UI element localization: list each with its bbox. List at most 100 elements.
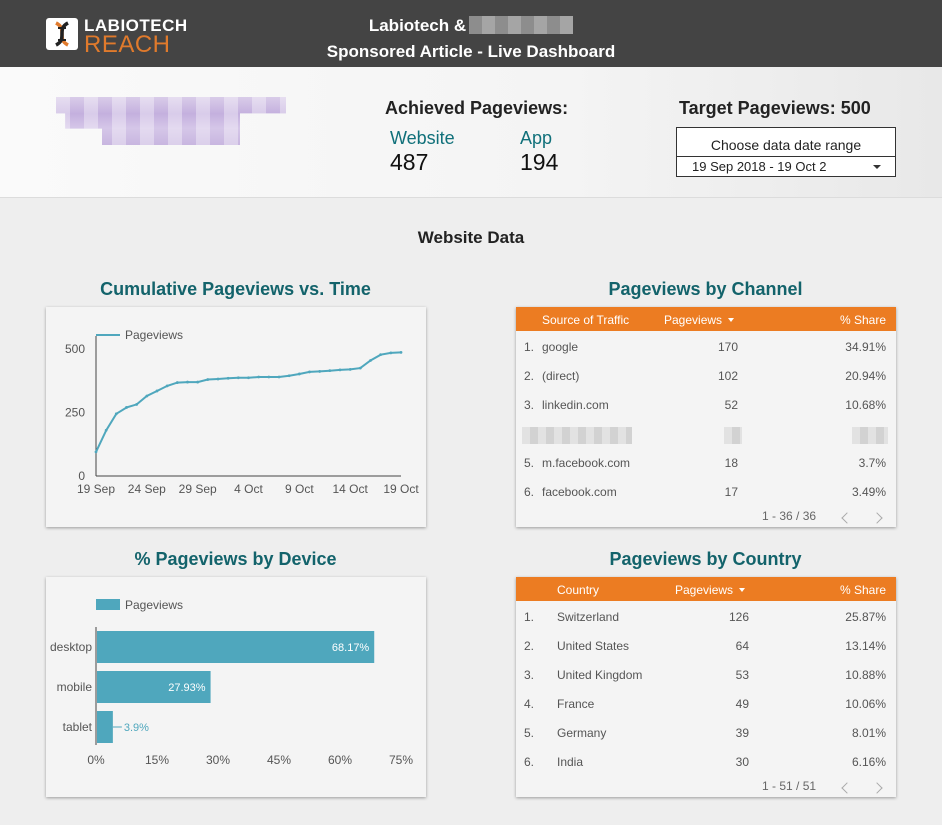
data-point <box>226 376 230 380</box>
data-point <box>236 376 240 380</box>
logo-text-labiotech: LABIOTECH <box>84 16 188 35</box>
series-line-pageviews <box>95 351 402 453</box>
next-page-icon[interactable] <box>871 782 883 794</box>
row-share: 10.06% <box>845 697 886 711</box>
table-header: Country Pageviews % Share <box>516 577 896 601</box>
device-chart-card: Pageviews 0% 15% 30% 45% 60% 75% desktop 68.17% m… <box>46 577 426 797</box>
x-tick-label: 24 Sep <box>128 482 166 496</box>
country-table-title: Pageviews by Country <box>609 549 802 569</box>
row-name: (direct) <box>542 369 580 383</box>
row-index: 2. <box>524 639 535 653</box>
labiotech-reach-logo: LABIOTECH REACH <box>46 16 187 58</box>
data-point <box>206 378 210 381</box>
date-range-dropdown[interactable]: 19 Sep 2018 - 19 Oct 2 <box>677 157 895 177</box>
sort-desc-icon <box>739 588 746 592</box>
column-header[interactable]: Source of Traffic <box>542 313 630 327</box>
prev-page-icon[interactable] <box>841 782 853 794</box>
legend-swatch <box>96 599 120 610</box>
table-row: 4. France 49 10.06% <box>516 688 896 717</box>
legend-label: Pageviews <box>125 328 183 342</box>
row-pageviews: 170 <box>717 340 738 354</box>
pagination-label: 1 - 36 / 36 <box>762 509 817 523</box>
row-share: 10.88% <box>845 668 886 682</box>
row-pageviews: 102 <box>717 369 738 383</box>
data-point <box>186 380 189 384</box>
legend-label: Pageviews <box>125 598 183 612</box>
data-point <box>318 370 322 373</box>
row-name: France <box>557 697 595 711</box>
column-header[interactable]: Pageviews <box>675 583 746 597</box>
row-name: Switzerland <box>557 610 620 624</box>
x-tick-label: 9 Oct <box>285 482 314 496</box>
data-point <box>389 351 393 355</box>
data-point <box>267 375 271 379</box>
date-range-control[interactable]: Choose data date range 19 Sep 2018 - 19 … <box>676 127 896 177</box>
data-point <box>287 374 291 378</box>
data-point <box>308 370 311 374</box>
y-tick-label: 250 <box>65 406 85 420</box>
website-metric-value: 487 <box>390 149 429 175</box>
column-header[interactable]: % Share <box>839 313 886 327</box>
row-index: 4. <box>524 697 535 711</box>
table-row: 1. google 170 34.91% <box>516 331 896 360</box>
row-index: 1. <box>524 610 535 624</box>
bar-mobile <box>97 671 211 703</box>
x-tick-label: 60% <box>328 753 352 767</box>
column-header[interactable]: Country <box>557 583 600 597</box>
row-share: 13.14% <box>845 639 886 653</box>
y-tick-label: 500 <box>65 342 85 356</box>
table-row: 3. linkedin.com 52 10.68% <box>516 389 896 418</box>
row-share: 3.7% <box>858 456 886 470</box>
table-row: 1. Switzerland 126 25.87% <box>516 601 896 630</box>
data-point <box>155 389 159 393</box>
row-index: 3. <box>524 398 535 412</box>
column-header[interactable]: Pageviews <box>664 313 735 327</box>
bar-value-label: 27.93% <box>168 682 206 694</box>
app-metric-value: 194 <box>520 149 559 175</box>
cumulative-chart-title: Cumulative Pageviews vs. Time <box>100 279 371 299</box>
row-pageviews: 52 <box>724 398 738 412</box>
row-pageviews: 126 <box>728 610 749 624</box>
x-tick-label: 19 Sep <box>77 482 115 496</box>
row-name: m.facebook.com <box>542 456 631 470</box>
summary-band: Achieved Pageviews: Website 487 App 194 … <box>0 67 942 198</box>
category-label: desktop <box>50 640 92 654</box>
data-point <box>216 377 220 381</box>
next-page-icon[interactable] <box>871 512 883 524</box>
row-index: 1. <box>524 340 535 354</box>
device-chart-title: % Pageviews by Device <box>134 549 337 569</box>
row-index: 5. <box>524 456 535 470</box>
data-point <box>338 368 342 372</box>
row-share: 34.91% <box>845 340 886 354</box>
x-tick-label: 30% <box>206 753 230 767</box>
device-bar-chart: Pageviews 0% 15% 30% 45% 60% 75% desktop 68.17% m… <box>50 598 413 767</box>
channel-table-title: Pageviews by Channel <box>608 279 803 299</box>
row-name: linkedin.com <box>542 398 609 412</box>
logo-text-reach: REACH <box>84 31 171 58</box>
data-point <box>257 375 261 379</box>
row-pageviews: 17 <box>724 485 738 499</box>
data-point <box>135 403 139 406</box>
redacted-cell <box>724 427 742 444</box>
data-point <box>399 350 403 354</box>
top-bar: LABIOTECH REACH Labiotech & Sponsored Ar… <box>0 0 942 67</box>
x-tick-label: 15% <box>145 753 169 767</box>
column-header[interactable]: % Share <box>839 583 886 597</box>
date-range-value: 19 Sep 2018 - 19 Oct 2 <box>692 159 827 174</box>
row-name: facebook.com <box>542 485 617 499</box>
channel-table: Source of Traffic Pageviews % Share 1. googl… <box>516 307 896 527</box>
data-point <box>247 376 250 380</box>
data-point <box>114 412 118 416</box>
prev-page-icon[interactable] <box>841 512 853 524</box>
cumulative-chart-card: Pageviews 0 250 500 19 Sep 24 Sep 29 Sep 4 Oct 9… <box>46 307 426 527</box>
redacted-cell <box>522 427 632 444</box>
row-pageviews: 49 <box>735 697 749 711</box>
country-table-card: Country Pageviews % Share 1. Switzerland 126 2… <box>516 577 896 797</box>
y-tick-label: 0 <box>78 469 85 483</box>
target-pageviews: Target Pageviews: 500 <box>679 98 871 118</box>
pagination-label: 1 - 51 / 51 <box>762 779 817 793</box>
row-index: 2. <box>524 369 535 383</box>
row-pageviews: 53 <box>735 668 749 682</box>
row-share: 8.01% <box>851 726 886 740</box>
row-name: google <box>542 340 579 354</box>
